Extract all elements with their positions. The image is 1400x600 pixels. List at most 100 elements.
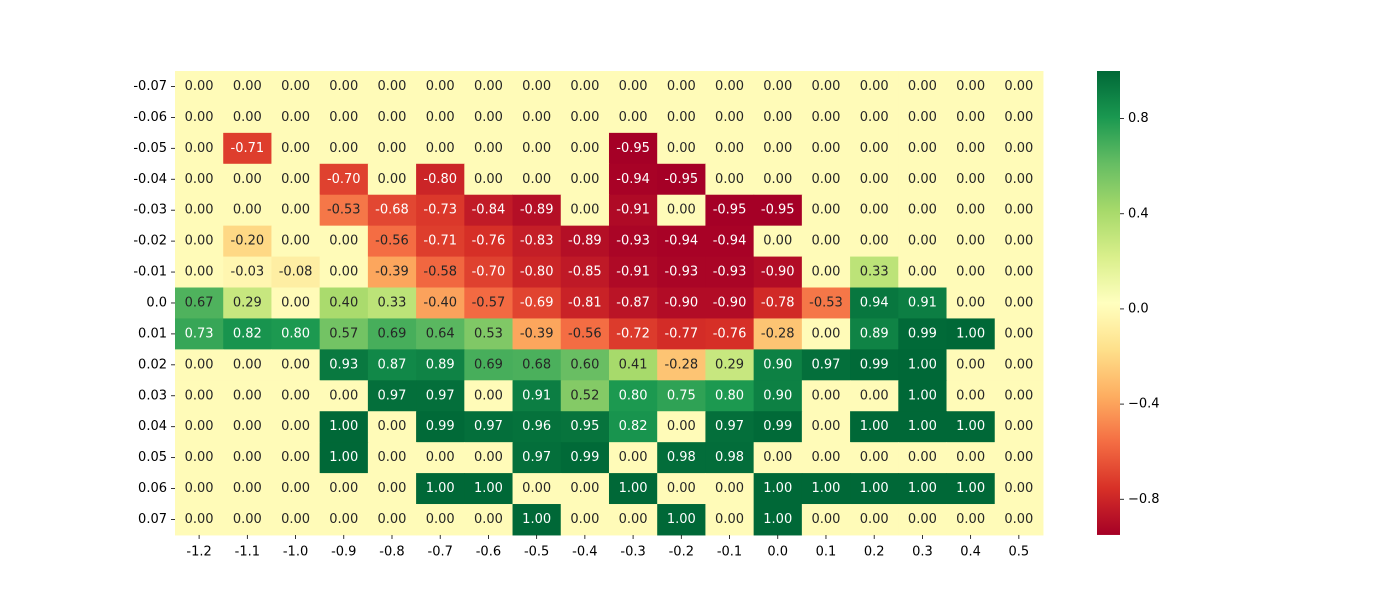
cell-value-label: -0.87 bbox=[616, 295, 650, 310]
cell-value-label: 0.95 bbox=[570, 419, 599, 434]
heatmap-cell bbox=[705, 442, 755, 474]
cell-value-label: 0.00 bbox=[860, 512, 889, 527]
cell-value-label: 0.69 bbox=[474, 357, 503, 372]
cell-value-label: 0.00 bbox=[811, 110, 840, 125]
heatmap-cell bbox=[175, 132, 224, 165]
heatmap-cell bbox=[898, 473, 948, 505]
heatmap-cell bbox=[512, 71, 562, 103]
cell-value-label: 0.00 bbox=[185, 203, 214, 218]
heatmap-cell bbox=[175, 411, 224, 443]
cell-value-label: 0.00 bbox=[715, 512, 744, 527]
heatmap-cell bbox=[512, 101, 562, 134]
heatmap-cell bbox=[319, 442, 369, 474]
y-tick-label: 0.03 bbox=[138, 388, 167, 403]
cell-value-label: 1.00 bbox=[956, 419, 985, 434]
heatmap-cell bbox=[271, 442, 321, 474]
heatmap-cell bbox=[657, 225, 706, 258]
cell-value-label: 0.91 bbox=[522, 388, 551, 403]
heatmap-cell bbox=[271, 225, 321, 258]
cell-value-label: 0.00 bbox=[763, 110, 792, 125]
heatmap-cell bbox=[753, 473, 803, 505]
heatmap-cell bbox=[512, 194, 562, 227]
heatmap-cell bbox=[850, 163, 899, 196]
heatmap-cell bbox=[946, 163, 996, 196]
cell-value-label: 0.00 bbox=[570, 512, 599, 527]
cell-value-label: 0.00 bbox=[281, 172, 310, 187]
cell-value-label: 0.00 bbox=[1004, 265, 1033, 280]
cell-value-label: 0.00 bbox=[908, 234, 937, 249]
cell-value-label: 0.99 bbox=[908, 326, 937, 341]
cell-value-label: 0.41 bbox=[619, 357, 648, 372]
heatmap-cell bbox=[223, 473, 272, 505]
heatmap-cell bbox=[175, 349, 224, 381]
heatmap-cell bbox=[271, 256, 321, 289]
heatmap-cell bbox=[898, 504, 948, 536]
cell-value-label: 0.00 bbox=[233, 172, 262, 187]
cell-value-label: 1.00 bbox=[522, 512, 551, 527]
cell-value-label: -0.76 bbox=[472, 234, 506, 249]
cell-value-label: -0.91 bbox=[616, 265, 650, 280]
heatmap-cell bbox=[319, 225, 369, 258]
y-tick-label: -0.01 bbox=[133, 265, 167, 280]
heatmap-cell bbox=[657, 256, 706, 289]
cell-value-label: -0.58 bbox=[423, 265, 457, 280]
heatmap-cell bbox=[608, 256, 658, 289]
cell-value-label: 0.91 bbox=[908, 295, 937, 310]
heatmap-cell bbox=[753, 411, 803, 443]
heatmap-cell bbox=[753, 101, 803, 134]
cell-value-label: 0.00 bbox=[426, 512, 455, 527]
heatmap-cell bbox=[898, 411, 948, 443]
heatmap-cell bbox=[367, 194, 417, 227]
heatmap-cell bbox=[850, 225, 899, 258]
cell-value-label: 0.00 bbox=[378, 450, 407, 465]
cell-value-label: -0.95 bbox=[761, 203, 795, 218]
cell-value-label: -0.76 bbox=[713, 326, 747, 341]
y-tick-label: -0.06 bbox=[133, 110, 167, 125]
cell-value-label: 1.00 bbox=[908, 357, 937, 372]
heatmap-cell bbox=[657, 380, 706, 412]
cell-value-label: 0.00 bbox=[908, 203, 937, 218]
heatmap-cell bbox=[512, 380, 562, 412]
heatmap-cell bbox=[271, 71, 321, 103]
heatmap-cell bbox=[464, 504, 514, 536]
cell-value-label: 0.99 bbox=[763, 419, 792, 434]
heatmap-cell bbox=[416, 287, 465, 319]
heatmap-cell bbox=[994, 287, 1044, 319]
cell-value-label: 1.00 bbox=[956, 326, 985, 341]
heatmap-cell bbox=[416, 256, 465, 289]
cell-value-label: 0.00 bbox=[715, 481, 744, 496]
heatmap-cell bbox=[512, 473, 562, 505]
heatmap-cell bbox=[946, 71, 996, 103]
cell-value-label: 0.29 bbox=[715, 357, 744, 372]
heatmap-cell bbox=[608, 442, 658, 474]
cell-value-label: 0.69 bbox=[378, 326, 407, 341]
cell-value-label: 0.29 bbox=[233, 295, 262, 310]
heatmap-cell bbox=[850, 194, 899, 227]
cell-value-label: 1.00 bbox=[956, 481, 985, 496]
cell-value-label: 0.00 bbox=[522, 79, 551, 94]
cell-value-label: 0.00 bbox=[1004, 450, 1033, 465]
cell-value-label: 0.00 bbox=[1004, 141, 1033, 156]
heatmap-cell bbox=[319, 473, 369, 505]
cell-value-label: -0.93 bbox=[713, 265, 747, 280]
cell-value-label: 0.00 bbox=[281, 512, 310, 527]
x-tick-label: -0.9 bbox=[331, 544, 356, 559]
cell-value-label: 0.00 bbox=[185, 141, 214, 156]
cell-value-label: 0.00 bbox=[1004, 295, 1033, 310]
heatmap-cell bbox=[560, 163, 610, 196]
colorbar-tick-label: −0.4 bbox=[1128, 397, 1160, 412]
heatmap-cell bbox=[705, 132, 755, 165]
heatmap-cell bbox=[850, 473, 899, 505]
cell-value-label: 0.00 bbox=[956, 295, 985, 310]
heatmap-cell bbox=[705, 473, 755, 505]
heatmap-cell bbox=[175, 318, 224, 350]
heatmap-cell bbox=[560, 318, 610, 350]
cell-value-label: 0.00 bbox=[667, 79, 696, 94]
cell-value-label: 0.80 bbox=[281, 326, 310, 341]
x-tick-label: 0.0 bbox=[767, 544, 788, 559]
heatmap-cell bbox=[560, 504, 610, 536]
heatmap-cell bbox=[319, 71, 369, 103]
heatmap-cell bbox=[753, 287, 803, 319]
heatmap-cell bbox=[898, 349, 948, 381]
x-axis: -1.2 -1.1 -1.0 -0.9 -0.8 -0.7 -0.6 -0.5 -0.4 -0.3… bbox=[186, 534, 1029, 559]
